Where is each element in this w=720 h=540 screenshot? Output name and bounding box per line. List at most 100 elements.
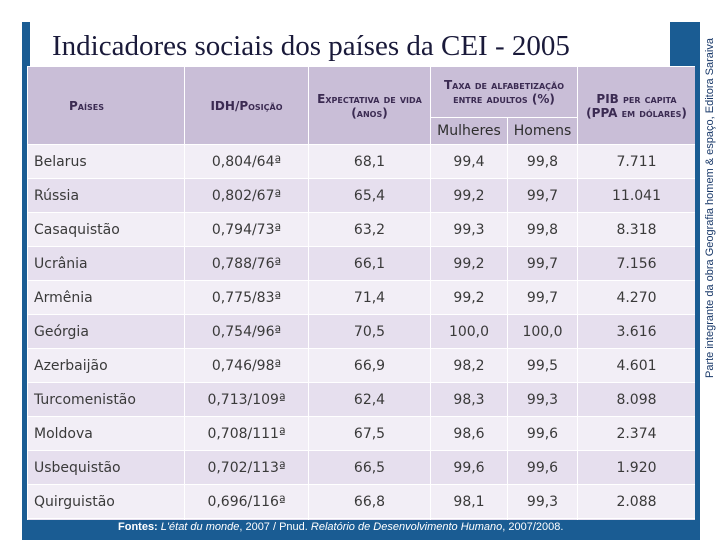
footer-text-2: , 2007/2008.: [502, 521, 564, 533]
cell-pais: Casaquistão: [27, 212, 185, 247]
cell-pib: 8.098: [577, 382, 695, 417]
header-expectativa: Expectativa de vida (anos): [308, 66, 431, 145]
header-homens: Homens: [507, 117, 578, 145]
table-row: Casaquistão 0,794/73ª 63,2 99,3 99,8 8.318: [27, 212, 695, 247]
cell-pib: 3.616: [577, 314, 695, 349]
cell-pais: Quirguistão: [27, 484, 185, 519]
cell-expectativa: 66,8: [308, 484, 431, 519]
vertical-credit: Parte integrante da obra Geografia homem…: [704, 38, 716, 378]
cell-mulheres: 99,4: [430, 144, 508, 179]
cell-homens: 99,7: [507, 178, 578, 213]
slide-title: Indicadores sociais dos países da CEI - …: [52, 30, 570, 62]
cell-pib: 2.088: [577, 484, 695, 519]
cell-expectativa: 68,1: [308, 144, 431, 179]
cell-pais: Belarus: [27, 144, 185, 179]
table-row: Geórgia 0,754/96ª 70,5 100,0 100,0 3.616: [27, 314, 695, 349]
cell-idh: 0,654/122ª: [184, 518, 309, 520]
cell-expectativa: 66,9: [308, 348, 431, 383]
footer-text-1: , 2007 / Pnud.: [239, 521, 311, 533]
table-row: Moldova 0,708/111ª 67,5 98,6 99,6 2.374: [27, 416, 695, 451]
footer-label: Fontes:: [118, 521, 158, 533]
cell-mulheres: 99,2: [430, 178, 508, 213]
cell-homens: 99,3: [507, 382, 578, 417]
header-alfabetizacao: Taxa de alfabetização entre adultos (%): [430, 66, 578, 118]
cell-pib: 7.156: [577, 246, 695, 281]
header-pib: PIB per capita (PPA em dólares): [577, 66, 695, 145]
cell-pib: 2.374: [577, 416, 695, 451]
cell-idh: 0,788/76ª: [184, 246, 309, 281]
cell-mulheres: 99,3: [430, 212, 508, 247]
cell-mulheres: 98,6: [430, 416, 508, 451]
cell-idh: 0,713/109ª: [184, 382, 309, 417]
cell-homens: 99,7: [507, 518, 578, 520]
table-row: Usbequistão 0,702/113ª 66,5 99,6 99,6 1.920: [27, 450, 695, 485]
table-row: Ucrânia 0,788/76ª 66,1 99,2 99,7 7.156: [27, 246, 695, 281]
cell-mulheres: 99,2: [430, 518, 508, 520]
title-box: [30, 22, 670, 66]
cell-idh: 0,702/113ª: [184, 450, 309, 485]
table-body: Belarus 0,804/64ª 68,1 99,4 99,8 7.711 Rússia 0…: [27, 144, 695, 520]
cell-expectativa: 70,5: [308, 314, 431, 349]
cell-expectativa: 66,5: [308, 450, 431, 485]
table-row: Rússia 0,802/67ª 65,4 99,2 99,7 11.041: [27, 178, 695, 213]
cell-idh: 0,708/111ª: [184, 416, 309, 451]
cell-mulheres: 99,6: [430, 450, 508, 485]
cell-expectativa: 66,1: [308, 246, 431, 281]
cell-pais: Azerbaijão: [27, 348, 185, 383]
cell-pib: 4.270: [577, 280, 695, 315]
cell-expectativa: 62,4: [308, 382, 431, 417]
cell-homens: 99,8: [507, 212, 578, 247]
cell-pais: Ucrânia: [27, 246, 185, 281]
cell-mulheres: 98,2: [430, 348, 508, 383]
table-row: Belarus 0,804/64ª 68,1 99,4 99,8 7.711: [27, 144, 695, 179]
cell-mulheres: 99,2: [430, 280, 508, 315]
cell-pais: Geórgia: [27, 314, 185, 349]
cell-homens: 99,7: [507, 280, 578, 315]
cell-pib: 11.041: [577, 178, 695, 213]
table-row: Armênia 0,775/83ª 71,4 99,2 99,7 4.270: [27, 280, 695, 315]
cell-homens: 99,6: [507, 450, 578, 485]
cell-pib: 1.920: [577, 450, 695, 485]
cell-expectativa: 65,4: [308, 178, 431, 213]
cell-mulheres: 100,0: [430, 314, 508, 349]
table-row: Turcomenistão 0,713/109ª 62,4 98,3 99,3 8.098: [27, 382, 695, 417]
table-row: Tadjiquistão0,654/122ª63,599,299,71.388: [27, 518, 695, 520]
header-mulheres: Mulheres: [430, 117, 508, 145]
cell-pais: Turcomenistão: [27, 382, 185, 417]
cell-homens: 100,0: [507, 314, 578, 349]
cell-idh: 0,794/73ª: [184, 212, 309, 247]
cell-idh: 0,696/116ª: [184, 484, 309, 519]
table-row: Quirguistão 0,696/116ª 66,8 98,1 99,3 2.088: [27, 484, 695, 519]
cell-idh: 0,746/98ª: [184, 348, 309, 383]
cell-mulheres: 99,2: [430, 246, 508, 281]
table-row: Azerbaijão 0,746/98ª 66,9 98,2 99,5 4.601: [27, 348, 695, 383]
cell-pais: Moldova: [27, 416, 185, 451]
cell-idh: 0,775/83ª: [184, 280, 309, 315]
cell-pib: 1.388: [577, 518, 695, 520]
cell-mulheres: 98,3: [430, 382, 508, 417]
credit-bar: [700, 0, 720, 540]
cell-pib: 8.318: [577, 212, 695, 247]
footer-source-2: Relatório de Desenvolvimento Humano: [310, 521, 503, 533]
cell-idh: 0,754/96ª: [184, 314, 309, 349]
cell-pais: Usbequistão: [27, 450, 185, 485]
cell-homens: 99,7: [507, 246, 578, 281]
cell-pib: 7.711: [577, 144, 695, 179]
cell-expectativa: 67,5: [308, 416, 431, 451]
header-paises: Países: [27, 66, 185, 145]
cell-expectativa: 71,4: [308, 280, 431, 315]
cell-expectativa: 63,2: [308, 212, 431, 247]
indicators-table: Países IDH/Posição Expectativa de vida (…: [27, 66, 695, 520]
cell-homens: 99,5: [507, 348, 578, 383]
cell-idh: 0,804/64ª: [184, 144, 309, 179]
footer-source-1: L'état du monde: [160, 521, 240, 533]
footer-sources: Fontes: L'état du monde, 2007 / Pnud. Re…: [118, 521, 563, 533]
cell-homens: 99,6: [507, 416, 578, 451]
cell-idh: 0,802/67ª: [184, 178, 309, 213]
header-idh: IDH/Posição: [184, 66, 309, 145]
cell-pais: Rússia: [27, 178, 185, 213]
cell-homens: 99,8: [507, 144, 578, 179]
cell-expectativa: 63,5: [308, 518, 431, 520]
cell-mulheres: 98,1: [430, 484, 508, 519]
cell-pais: Armênia: [27, 280, 185, 315]
